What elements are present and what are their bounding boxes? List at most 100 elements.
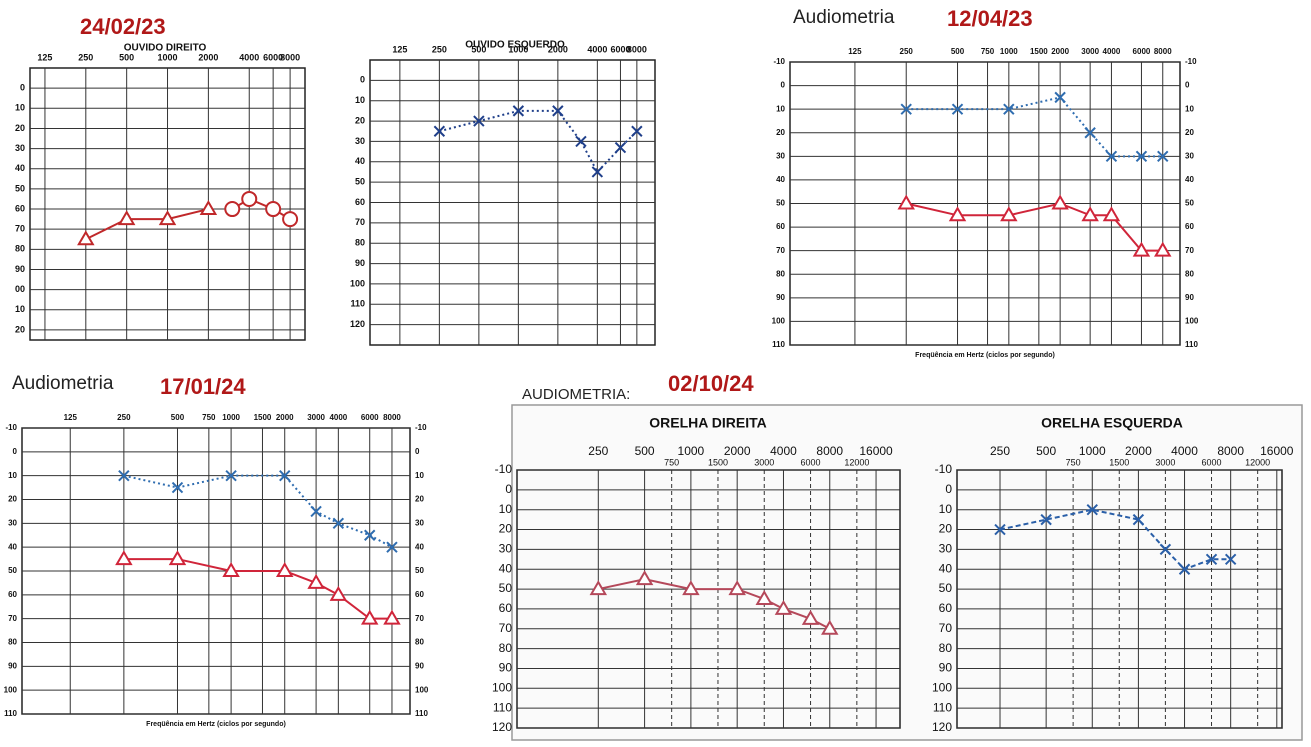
- marker-cross: [1086, 503, 1098, 516]
- y-tick-label: 30: [776, 151, 785, 160]
- chart-title: ORELHA ESQUERDA: [1041, 415, 1183, 431]
- y-tick-label: 90: [939, 661, 953, 675]
- y-tick-label-right: -10: [415, 423, 427, 432]
- marker-triangle: [168, 550, 187, 566]
- marker-triangle: [948, 206, 967, 222]
- marker-cross: [951, 103, 964, 115]
- y-tick-label: 0: [360, 75, 365, 85]
- x-tick-label: 2000: [1051, 47, 1069, 56]
- x-tick-label: 500: [951, 47, 965, 56]
- heading: Audiometria: [12, 373, 114, 394]
- y-tick-label: 100: [350, 278, 365, 288]
- marker-triangle: [755, 590, 773, 605]
- x-tick-label: 125: [392, 44, 407, 54]
- marker-triangle: [275, 562, 294, 577]
- y-tick-label: 50: [8, 566, 17, 575]
- series-line: [123, 558, 392, 620]
- x-axis-label: Freqüência em Hertz (ciclos por segundo): [146, 721, 286, 728]
- marker-cross: [1040, 513, 1052, 526]
- marker-cross: [1159, 543, 1172, 556]
- x-tick-label: 125: [848, 47, 862, 56]
- y-tick-label-right: 10: [415, 471, 424, 480]
- y-tick-label: 110: [933, 700, 952, 714]
- series-line: [439, 109, 638, 174]
- x-tick-label: 250: [990, 444, 1010, 458]
- y-tick-label: 20: [499, 522, 513, 536]
- y-tick-label: 30: [15, 143, 25, 153]
- y-tick-label-right: 110: [415, 709, 428, 718]
- x-tick-label: 3000: [307, 413, 325, 422]
- marker-cross: [332, 517, 345, 530]
- x-tick-label: 1500: [1109, 457, 1129, 467]
- y-tick-label: 20: [355, 115, 365, 125]
- x-tick-label: 2000: [1125, 444, 1152, 458]
- y-tick-label: 80: [776, 269, 785, 278]
- y-tick-label: 50: [776, 199, 785, 208]
- marker-triangle: [383, 609, 401, 625]
- y-tick-label: 10: [499, 502, 513, 516]
- x-tick-label: 6000: [610, 44, 630, 54]
- x-tick-label: 2000: [198, 52, 218, 62]
- marker-triangle: [222, 562, 240, 577]
- x-tick-label: 750: [664, 457, 679, 467]
- x-tick-label: 1000: [1000, 47, 1018, 56]
- y-tick-label-right: 20: [415, 495, 424, 504]
- x-tick-label: 8000: [1154, 47, 1172, 56]
- y-tick-label: 100: [932, 680, 952, 694]
- y-tick-label: 90: [499, 661, 513, 675]
- marker-cross: [575, 135, 587, 148]
- y-tick-label: 30: [939, 542, 953, 556]
- marker-circle: [241, 190, 258, 207]
- chart-title: ORELHA DIREITA: [649, 415, 766, 431]
- marker-triangle: [1000, 206, 1018, 222]
- y-tick-label: 10: [776, 104, 785, 113]
- y-tick-label: 90: [355, 258, 365, 268]
- x-tick-label: 250: [900, 47, 914, 56]
- y-tick-label: 60: [776, 222, 785, 231]
- marker-triangle: [589, 580, 608, 596]
- marker-cross: [473, 115, 485, 127]
- marker-triangle: [307, 573, 325, 589]
- marker-triangle: [1051, 194, 1069, 210]
- y-tick-label: 50: [939, 581, 953, 595]
- x-tick-label: 125: [64, 413, 78, 422]
- x-tick-label: 2000: [276, 413, 294, 422]
- y-tick-label: 60: [355, 197, 365, 207]
- y-tick-label: 120: [350, 319, 365, 329]
- x-tick-label: 750: [202, 413, 216, 422]
- marker-cross: [1205, 553, 1218, 566]
- y-tick-label-right: 30: [1185, 151, 1194, 160]
- marker-triangle: [77, 230, 95, 246]
- y-tick-label: 10: [15, 304, 25, 314]
- marker-triangle: [635, 570, 654, 586]
- marker-cross: [1054, 91, 1066, 104]
- y-tick-label: 50: [15, 183, 25, 193]
- x-tick-label: 750: [981, 47, 995, 56]
- x-tick-label: 3000: [1081, 47, 1099, 56]
- marker-triangle: [115, 550, 133, 566]
- x-tick-label: 1000: [508, 44, 528, 54]
- series-line: [905, 202, 1163, 252]
- series-line: [598, 578, 831, 630]
- heading: AUDIOMETRIA:: [522, 386, 630, 403]
- marker-circle: [265, 201, 282, 218]
- y-tick-label: 70: [8, 614, 17, 623]
- x-tick-label: 500: [171, 413, 185, 422]
- y-tick-label: 40: [499, 561, 513, 575]
- x-tick-label: 6000: [361, 413, 379, 422]
- series-line: [123, 474, 393, 549]
- x-tick-label: 4000: [239, 52, 259, 62]
- x-tick-label: 500: [471, 44, 486, 54]
- y-tick-label-right: 100: [1185, 317, 1199, 326]
- marker-circle: [282, 211, 299, 228]
- y-tick-label: 90: [776, 293, 785, 302]
- x-tick-label: 250: [117, 413, 131, 422]
- x-tick-label: 6000: [1202, 457, 1222, 467]
- x-tick-label: 4000: [770, 444, 797, 458]
- marker-triangle: [728, 580, 746, 596]
- x-tick-label: 125: [37, 52, 52, 62]
- marker-triangle: [360, 609, 379, 625]
- marker-cross: [118, 469, 130, 482]
